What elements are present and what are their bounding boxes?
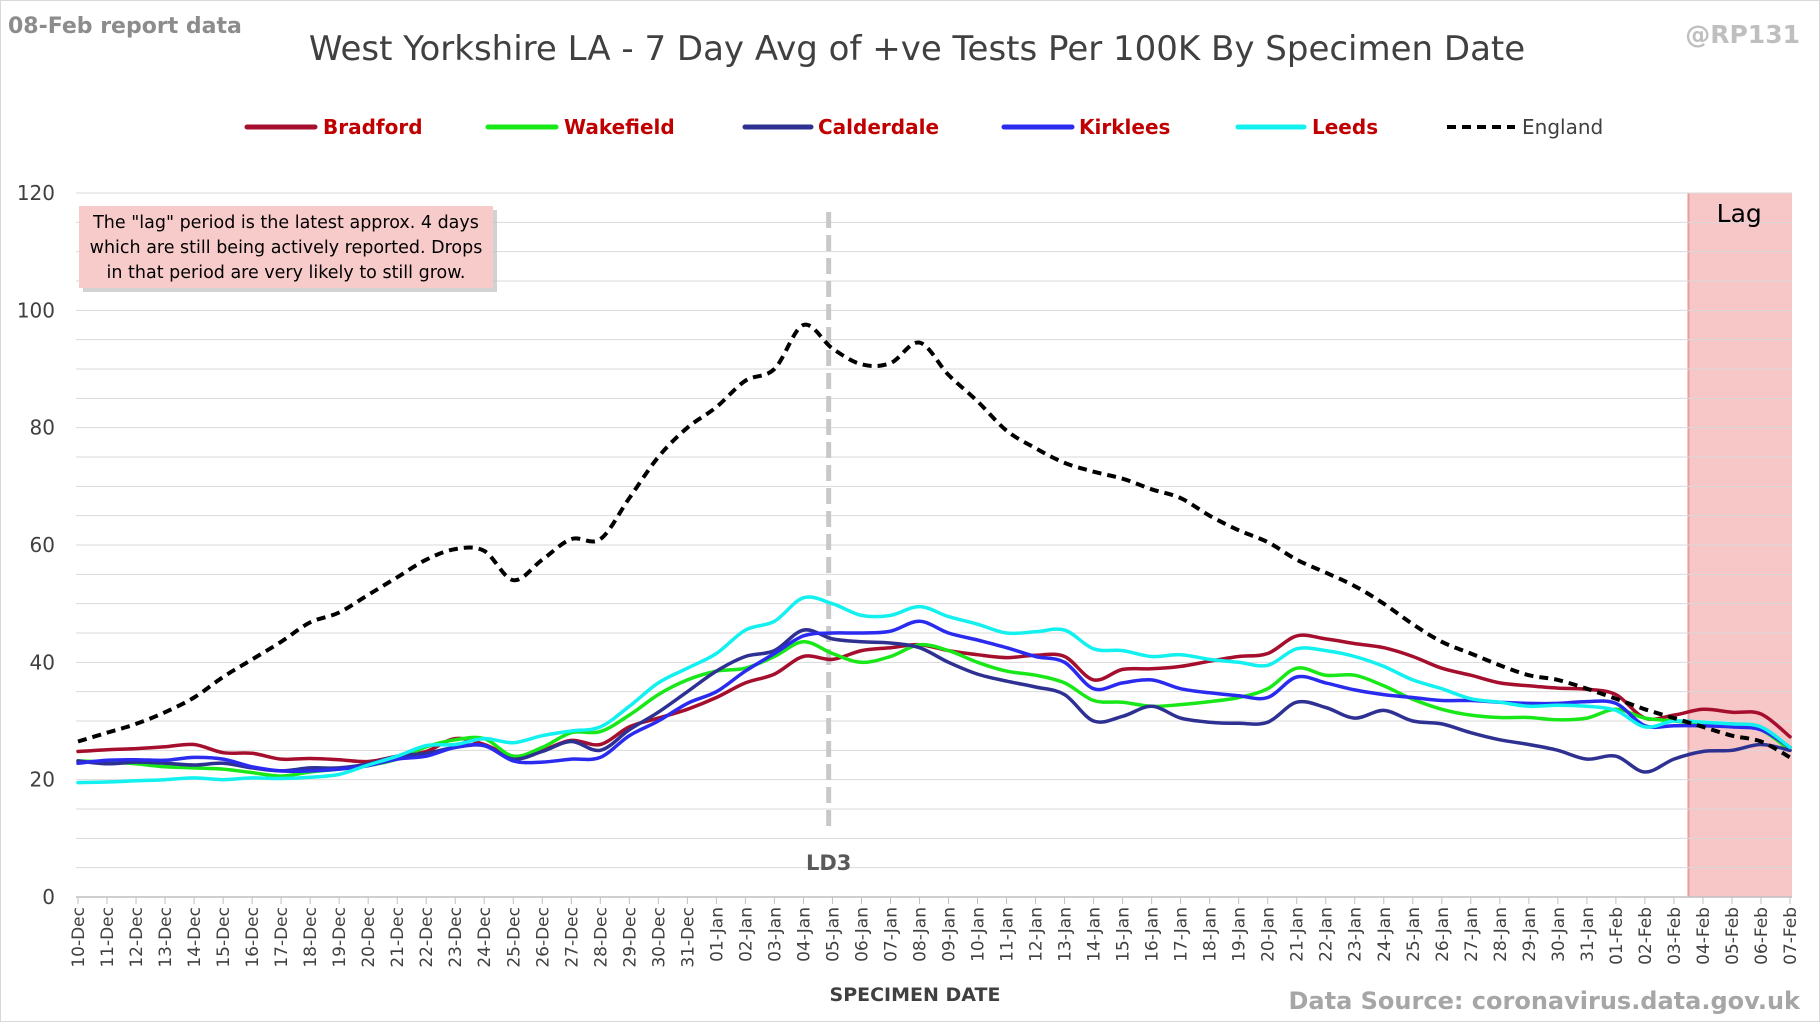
x-tick-label: 01-Jan [707,907,727,962]
chart-title: West Yorkshire LA - 7 Day Avg of +ve Tes… [309,29,1525,69]
x-tick-label: 08-Jan [910,907,930,962]
x-tick-label: 19-Jan [1230,907,1250,962]
x-tick-label: 31-Dec [678,907,698,968]
x-tick-label: 24-Jan [1375,907,1395,962]
legend-item-kirklees: Kirklees [1001,115,1170,139]
x-tick-label: 09-Jan [940,907,960,962]
x-tick-label: 18-Jan [1201,907,1221,962]
handle-label: @RP131 [1685,20,1800,49]
legend-label-wakefield: Wakefield [564,115,675,139]
legend-item-leeds: Leeds [1235,115,1378,139]
x-tick-label: 02-Feb [1636,907,1656,965]
x-tick-label: 23-Dec [446,907,466,968]
x-tick-label: 19-Dec [330,907,350,968]
x-tick-label: 12-Jan [1027,907,1047,962]
x-tick-label: 11-Jan [998,907,1018,962]
data-source-label: Data Source: coronavirus.data.gov.uk [1289,987,1802,1015]
legend-item-wakefield: Wakefield [485,115,675,139]
x-tick-label: 20-Dec [359,907,379,968]
x-tick-label: 27-Jan [1462,907,1482,962]
x-tick-label: 20-Jan [1259,907,1279,962]
x-tick-label: 04-Feb [1694,907,1714,965]
x-tick-label: 26-Jan [1433,907,1453,962]
x-tick-label: 12-Dec [127,907,147,968]
legend-item-calderdale: Calderdale [742,115,939,139]
x-tick-label: 10-Dec [69,907,89,968]
x-tick-label: 02-Jan [736,907,756,962]
x-tick-label: 05-Jan [823,907,843,962]
x-tick-label: 14-Jan [1085,907,1105,962]
x-tick-label: 07-Jan [881,907,901,962]
x-tick-label: 15-Dec [214,907,234,968]
ld3-label: LD3 [806,851,851,875]
y-tick-label: 0 [42,885,55,909]
x-tick-label: 22-Jan [1317,907,1337,962]
x-tick-label: 07-Feb [1781,907,1801,965]
y-tick-label: 80 [30,416,55,440]
x-tick-label: 21-Dec [388,907,408,968]
x-tick-label: 16-Jan [1143,907,1163,962]
x-tick-label: 31-Jan [1578,907,1598,962]
x-tick-label: 28-Dec [591,907,611,968]
y-tick-label: 20 [30,768,55,792]
x-tick-label: 14-Dec [185,907,205,968]
legend-label-calderdale: Calderdale [818,115,939,139]
lag-note-line-2: which are still being actively reported.… [90,238,483,258]
x-tick-label: 13-Dec [156,907,176,968]
x-tick-label: 01-Feb [1607,907,1627,965]
x-tick-label: 30-Dec [649,907,669,968]
series-line-leeds [76,595,1792,785]
legend-item-bradford: Bradford [244,115,423,139]
x-tick-label: 16-Dec [243,907,263,968]
lag-note-line-3: in that period are very likely to still … [107,263,466,283]
x-tick-label: 29-Jan [1520,907,1540,962]
y-tick-label: 100 [17,298,55,322]
x-tick-label: 18-Dec [301,907,321,968]
x-tick-label: 15-Jan [1114,907,1134,962]
x-tick-label: 25-Dec [504,907,524,968]
report-label: 08-Feb report data [8,14,242,39]
legend-label-leeds: Leeds [1312,115,1378,139]
x-tick-label: 25-Jan [1404,907,1424,962]
legend: Bradford Wakefield Calderdale Kirklees L… [244,115,1603,139]
x-tick-label: 13-Jan [1056,907,1076,962]
legend-label-bradford: Bradford [323,115,423,139]
x-tick-label: 03-Feb [1665,907,1685,965]
x-tick-label: 05-Feb [1723,907,1743,965]
y-tick-label: 120 [17,181,55,205]
lag-note-line-1: The "lag" period is the latest approx. 4… [92,213,479,233]
legend-item-england: England [1447,115,1603,139]
x-tick-label: 17-Jan [1172,907,1192,962]
x-tick-label: 29-Dec [620,907,640,968]
x-tick-label: 24-Dec [475,907,495,968]
series-line-england [77,322,1791,760]
x-tick-label: 23-Jan [1346,907,1366,962]
x-tick-label: 04-Jan [794,907,814,962]
x-tick-label: 21-Jan [1288,907,1308,962]
lag-label: Lag [1717,199,1762,228]
x-tick-label: 22-Dec [417,907,437,968]
x-axis-title: SPECIMEN DATE [830,984,1001,1006]
legend-label-england: England [1522,115,1603,139]
y-tick-label: 60 [30,533,55,557]
x-tick-label: 17-Dec [272,907,292,968]
y-tick-label: 40 [30,650,55,674]
x-tick-label: 27-Dec [562,907,582,968]
x-tick-label: 11-Dec [98,907,118,968]
x-tick-label: 10-Jan [969,907,989,962]
x-tick-label: 28-Jan [1491,907,1511,962]
legend-label-kirklees: Kirklees [1079,115,1170,139]
x-tick-label: 06-Jan [852,907,872,962]
x-tick-label: 06-Feb [1752,907,1772,965]
x-tick-label: 03-Jan [765,907,785,962]
lag-note-box [79,206,493,288]
x-tick-label: 26-Dec [533,907,553,968]
x-tick-label: 30-Jan [1549,907,1569,962]
lag-note: The "lag" period is the latest approx. 4… [79,206,497,292]
